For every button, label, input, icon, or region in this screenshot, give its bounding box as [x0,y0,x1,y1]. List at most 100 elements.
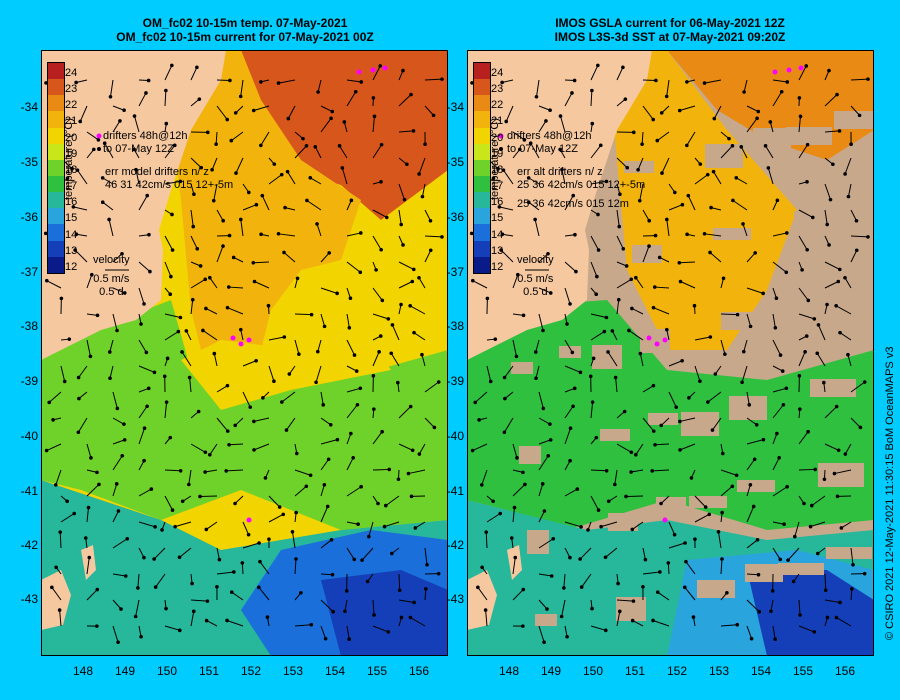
velocity-arrow [73,248,88,263]
velocity-arrow [741,222,748,237]
velocity-arrow [190,209,196,229]
velocity-arrow [346,365,359,373]
velocity-arrow [538,573,554,578]
velocity-arrow [850,547,855,567]
velocity-arrow [208,443,218,457]
left-map-canvas [41,50,448,656]
velocity-arrow [746,105,761,114]
velocity-arrow [746,482,753,497]
velocity-arrow [398,157,409,167]
velocity-arrow [512,505,517,523]
velocity-arrow [616,277,634,289]
velocity-arrow [702,79,722,85]
velocity-arrow [190,609,196,627]
left-colorbar-title: temperature (°C) [63,117,75,200]
velocity-arrow [294,622,314,627]
velocity-arrow [320,599,336,614]
velocity-arrow [398,68,405,81]
velocity-arrow [372,429,384,445]
velocity-arrow [276,79,296,85]
left-velocity-time: 0.5 d [99,286,124,298]
velocity-arrow [558,147,566,159]
latitude-tick-label: -38 [446,319,464,333]
velocity-arrow [423,131,427,147]
velocity-arrow [512,624,525,628]
velocity-arrow [470,278,488,289]
velocity-arrow [538,536,556,549]
colorbar-tick-label: 17 [65,180,78,193]
velocity-arrow [512,272,520,289]
velocity-arrow [259,131,270,148]
velocity-arrow [294,131,305,141]
velocity-arrow [320,105,335,114]
mainland-coast [41,50,226,360]
colorbar-segment [474,192,490,209]
velocity-arrow [683,585,696,601]
velocity-arrow [691,615,696,627]
velocity-arrow [216,209,226,223]
velocity-arrow [793,521,800,539]
velocity-arrow [259,232,270,237]
velocity-arrow [86,313,100,318]
velocity-arrow [558,114,566,133]
velocity-arrow [164,435,173,445]
velocity-arrow [616,573,620,586]
velocity-arrow [238,327,244,341]
velocity-arrow [512,469,525,475]
velocity-arrow [164,287,173,297]
velocity-arrow [294,510,298,523]
velocity-arrow [564,458,572,471]
colorbar-segment [48,63,64,80]
velocity-arrow [694,335,713,341]
velocity-arrow [204,521,218,532]
velocity-arrow [798,235,809,252]
latitude-tick-label: -39 [446,374,464,388]
velocity-arrow [162,374,167,393]
velocity-arrow [164,143,177,159]
velocity-arrow [824,279,841,289]
velocity-arrow [294,339,301,356]
velocity-arrow [606,495,618,504]
velocity-arrow [180,495,192,504]
velocity-arrow [263,469,270,480]
velocity-arrow [413,521,426,530]
velocity-arrow [590,88,594,107]
latitude-tick-label: -42 [446,538,464,552]
velocity-arrow [709,205,722,211]
velocity-arrow [659,417,670,428]
colorbar-tick-label: 20 [491,131,504,144]
velocity-arrow [100,176,114,185]
colorbar-segment [48,256,64,273]
velocity-arrow [720,339,727,356]
velocity-arrow [112,536,130,549]
velocity-arrow [590,121,595,133]
velocity-arrow [208,275,218,289]
velocity-arrow [346,198,354,211]
velocity-arrow [372,180,383,185]
velocity-arrow [772,79,790,84]
velocity-arrow [657,255,670,263]
velocity-arrow [538,599,549,611]
colorbar-segment [48,143,64,160]
left-drifter-legend: drifters 48h@12h to 07-May 12Z [103,130,188,156]
velocity-arrow [815,547,826,556]
velocity-arrow [824,157,835,167]
velocity-arrow [86,131,101,142]
velocity-arrow [320,313,327,329]
velocity-arrow [294,312,314,317]
velocity-arrow [346,455,355,471]
velocity-arrow [668,541,687,549]
velocity-arrow [832,469,852,476]
velocity-arrow [590,179,609,185]
velocity-arrow [164,63,174,81]
velocity-arrow [590,468,609,473]
velocity-arrow [590,313,609,320]
cloud-patch [705,144,743,168]
velocity-arrow [138,426,147,445]
velocity-arrow [294,144,309,159]
velocity-arrow [198,494,218,499]
velocity-arrow [659,495,670,506]
velocity-arrow [320,251,331,263]
drifter-marker [654,341,660,347]
colorbar-tick-label: 24 [491,67,504,79]
